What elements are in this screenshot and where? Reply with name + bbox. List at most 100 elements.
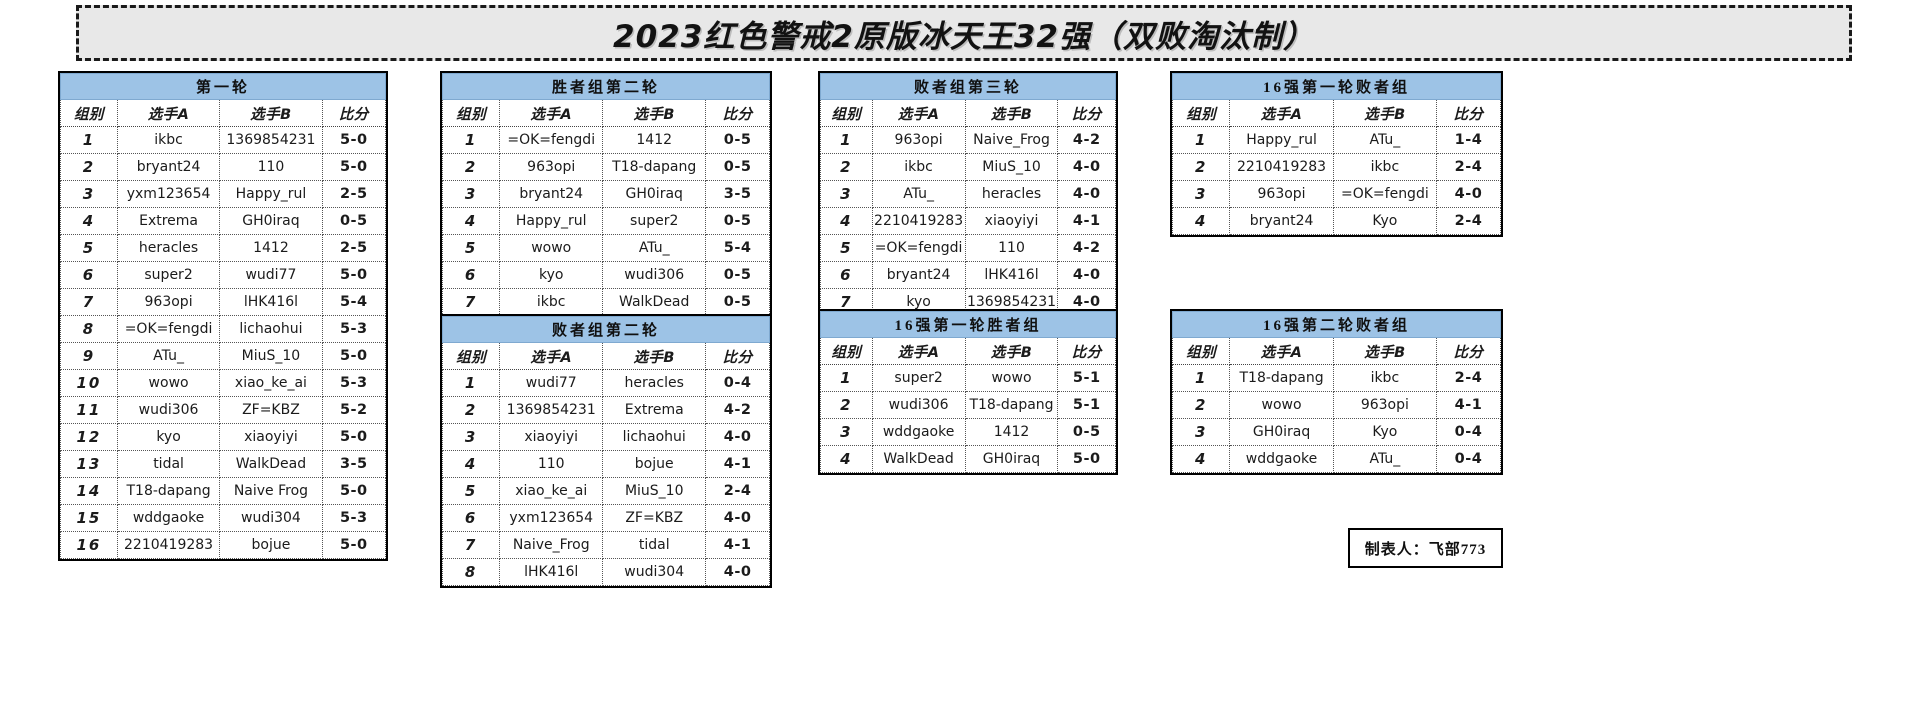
- cell-player-a: 963opi: [1229, 180, 1334, 208]
- cell-group: 3: [441, 423, 501, 451]
- cell-score: 4-0: [1057, 180, 1116, 208]
- cell-score: 4-0: [705, 558, 770, 586]
- cell-player-b: 1412: [219, 234, 323, 262]
- cell-score: 0-4: [1436, 418, 1501, 446]
- col-header-score: 比分: [1057, 99, 1116, 127]
- cell-score: 2-5: [321, 234, 387, 262]
- cell-group: 6: [441, 261, 501, 289]
- cell-player-a: 2210419283: [871, 207, 966, 235]
- col-header-score: 比分: [1436, 99, 1501, 127]
- cell-player-a: T18-dapang: [116, 477, 221, 505]
- table-row: 2 2210419283 ikbc 2-4: [1171, 153, 1501, 181]
- cell-group: 7: [60, 288, 118, 316]
- table-row: 4 2210419283 xiaoyiyi 4-1: [820, 207, 1116, 235]
- table-row: 1 T18-dapang ikbc 2-4: [1171, 364, 1501, 392]
- cell-player-b: MiuS_10: [602, 477, 707, 505]
- cell-group: 14: [60, 477, 118, 505]
- cell-player-a: xiaoyiyi: [499, 423, 604, 451]
- col-header-score: 比分: [321, 99, 387, 127]
- table-row: 3 yxm123654 Happy_rul 2-5: [60, 180, 387, 208]
- table-caption-row: 败者组第二轮: [442, 316, 770, 343]
- table-row: 4 wddgaoke ATu_ 0-4: [1171, 445, 1501, 473]
- cell-player-b: T18-dapang: [964, 391, 1059, 419]
- cell-player-b: MiuS_10: [964, 153, 1059, 181]
- table-row: 2 bryant24 110 5-0: [60, 153, 387, 181]
- cell-group: 12: [60, 423, 118, 451]
- cell-score: 0-5: [705, 261, 770, 289]
- table-top16-round2-losers: 16强第二轮败者组 组别 选手A 选手B 比分 1 T18-dapang ikbc 2-4 2 wo…: [1170, 309, 1503, 475]
- col-header-player-b: 选手B: [602, 342, 707, 370]
- cell-player-b: lHK416l: [964, 261, 1059, 289]
- bracket-table: 16强第二轮败者组 组别 选手A 选手B 比分 1 T18-dapang ikbc 2-4 2 wo…: [1171, 311, 1501, 473]
- table-row: 7 ikbc WalkDead 0-5: [441, 288, 770, 316]
- col-header-group: 组别: [1171, 337, 1231, 365]
- col-header-player-b: 选手B: [602, 99, 707, 127]
- table-header-row: 组别 选手A 选手B 比分: [60, 99, 387, 127]
- col-header-player-a: 选手A: [1229, 337, 1334, 365]
- cell-player-b: bojue: [219, 531, 323, 559]
- cell-player-a: WalkDead: [871, 445, 966, 473]
- cell-player-b: tidal: [602, 531, 707, 559]
- cell-score: 2-5: [321, 180, 387, 208]
- cell-player-a: tidal: [116, 450, 221, 478]
- cell-score: 4-0: [1057, 261, 1116, 289]
- cell-player-a: ATu_: [871, 180, 966, 208]
- cell-player-a: lHK416l: [499, 558, 604, 586]
- cell-player-a: =OK=fengdi: [871, 234, 966, 262]
- cell-score: 5-1: [1057, 391, 1116, 419]
- table-caption-row: 16强第二轮败者组: [1172, 311, 1501, 338]
- table-row: 1 =OK=fengdi 1412 0-5: [441, 126, 770, 154]
- table-row: 3 bryant24 GH0iraq 3-5: [441, 180, 770, 208]
- table-row: 4 110 bojue 4-1: [441, 450, 770, 478]
- cell-player-b: ATu_: [1332, 445, 1438, 473]
- cell-player-a: wddgaoke: [116, 504, 221, 532]
- cell-score: 1-4: [1436, 126, 1501, 154]
- cell-score: 4-1: [705, 450, 770, 478]
- table-row: 5 wowo ATu_ 5-4: [441, 234, 770, 262]
- cell-score: 5-0: [321, 261, 387, 289]
- cell-player-a: kyo: [116, 423, 221, 451]
- col-header-player-a: 选手A: [116, 99, 221, 127]
- cell-player-b: xiao_ke_ai: [219, 369, 323, 397]
- cell-player-b: super2: [602, 207, 707, 235]
- cell-player-a: bryant24: [871, 261, 966, 289]
- cell-player-a: wowo: [116, 369, 221, 397]
- cell-player-a: heracles: [116, 234, 221, 262]
- cell-player-a: bryant24: [116, 153, 221, 181]
- cell-player-a: wowo: [499, 234, 604, 262]
- cell-group: 4: [441, 450, 501, 478]
- table-caption: 16强第二轮败者组: [1172, 311, 1501, 338]
- cell-player-a: super2: [871, 364, 966, 392]
- table-row: 5 heracles 1412 2-5: [60, 234, 387, 262]
- cell-group: 5: [441, 234, 501, 262]
- cell-player-a: ikbc: [871, 153, 966, 181]
- table-row: 4 bryant24 Kyo 2-4: [1171, 207, 1501, 235]
- table-caption-row: 败者组第三轮: [820, 73, 1116, 100]
- cell-group: 2: [441, 396, 501, 424]
- cell-player-b: 110: [964, 234, 1059, 262]
- table-row: 14 T18-dapang Naive Frog 5-0: [60, 477, 387, 505]
- table-top16-round1-winners: 16强第一轮胜者组 组别 选手A 选手B 比分 1 super2 wowo 5-1 2 wudi30…: [818, 309, 1118, 475]
- cell-score: 5-0: [321, 477, 387, 505]
- cell-group: 4: [60, 207, 118, 235]
- cell-group: 2: [820, 153, 873, 181]
- cell-player-b: xiaoyiyi: [219, 423, 323, 451]
- cell-group: 6: [820, 261, 873, 289]
- cell-score: 2-4: [705, 477, 770, 505]
- col-header-group: 组别: [60, 99, 118, 127]
- table-header-row: 组别 选手A 选手B 比分: [1171, 99, 1501, 127]
- cell-player-b: 1412: [964, 418, 1059, 446]
- cell-player-b: 963opi: [1332, 391, 1438, 419]
- cell-score: 0-4: [1436, 445, 1501, 473]
- cell-player-a: =OK=fengdi: [499, 126, 604, 154]
- col-header-group: 组别: [441, 99, 501, 127]
- cell-group: 8: [60, 315, 118, 343]
- cell-player-b: wowo: [964, 364, 1059, 392]
- cell-score: 4-2: [705, 396, 770, 424]
- cell-player-b: ZF=KBZ: [602, 504, 707, 532]
- table-row: 13 tidal WalkDead 3-5: [60, 450, 387, 478]
- cell-group: 10: [60, 369, 118, 397]
- table-row: 5 xiao_ke_ai MiuS_10 2-4: [441, 477, 770, 505]
- table-caption: 败者组第二轮: [442, 316, 770, 343]
- table-row: 1 963opi Naive_Frog 4-2: [820, 126, 1116, 154]
